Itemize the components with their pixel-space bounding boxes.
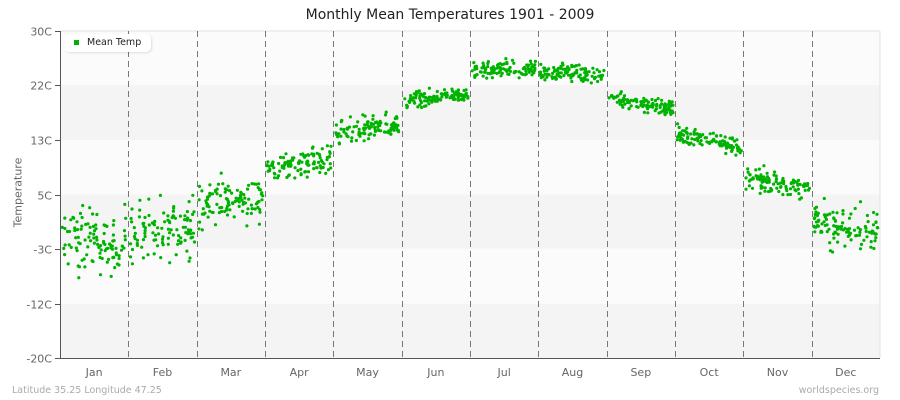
svg-text:Aug: Aug	[562, 366, 583, 379]
legend: Mean Temp	[64, 34, 152, 52]
svg-text:13C: 13C	[30, 135, 52, 148]
svg-text:-20C: -20C	[26, 353, 52, 366]
svg-text:Sep: Sep	[630, 366, 651, 379]
coordinates-note: Latitude 35.25 Longitude 47.25	[12, 385, 162, 396]
legend-swatch-icon	[74, 40, 79, 45]
chart-title: Monthly Mean Temperatures 1901 - 2009	[305, 7, 595, 23]
svg-text:May: May	[356, 366, 379, 379]
svg-text:Jul: Jul	[497, 366, 511, 379]
legend-label: Mean Temp	[87, 37, 142, 48]
svg-text:Mar: Mar	[220, 366, 241, 379]
svg-text:Apr: Apr	[290, 366, 310, 379]
svg-text:Feb: Feb	[153, 366, 172, 379]
svg-text:Dec: Dec	[835, 366, 856, 379]
svg-text:Jan: Jan	[85, 366, 103, 379]
svg-text:30C: 30C	[30, 26, 52, 39]
svg-text:Oct: Oct	[700, 366, 720, 379]
svg-text:Nov: Nov	[767, 366, 789, 379]
svg-text:22C: 22C	[30, 80, 52, 93]
svg-text:5C: 5C	[37, 190, 52, 203]
svg-text:-12C: -12C	[26, 299, 52, 312]
svg-text:Jun: Jun	[426, 366, 444, 379]
svg-text:-3C: -3C	[33, 244, 52, 257]
source-credit: worldspecies.org	[798, 385, 879, 396]
